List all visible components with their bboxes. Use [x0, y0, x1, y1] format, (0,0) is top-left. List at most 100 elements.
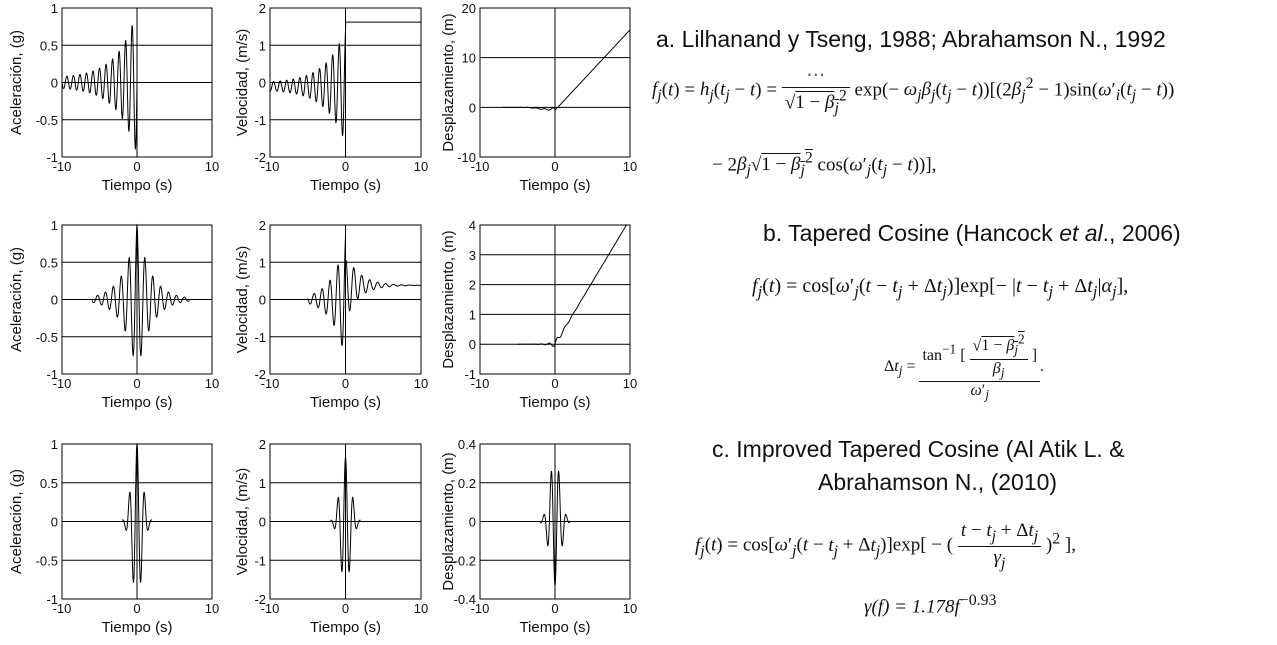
c-vel-xtick-label: 0 [342, 601, 349, 616]
c-disp-series-line [539, 470, 571, 587]
b-vel-ytick-label: 0 [259, 293, 266, 308]
c-acc-ytick-label: 0 [51, 515, 58, 530]
b-vel-xtick-label: -10 [261, 376, 280, 391]
c-disp-xlabel: Tiempo (s) [519, 619, 590, 636]
c-vel-series-line [330, 456, 361, 573]
c-acc-ytick-label: -1 [46, 592, 58, 607]
c-vel-ytick-label: 0 [259, 515, 266, 530]
a-acc-xtick-label: -10 [53, 159, 72, 174]
a-vel-frame [269, 7, 422, 158]
heading-b-suffix: ., 2006) [1102, 220, 1181, 246]
a-disp-xlabel: Tiempo (s) [519, 177, 590, 194]
a-vel-xtick-label: 10 [414, 159, 428, 174]
heading-b-italic: et al [1059, 220, 1103, 246]
a-disp-ytick-label: 10 [462, 51, 476, 66]
b-vel-ylabel: Velocidad, (m/s) [234, 246, 251, 354]
equation-b-main: fj(t) = cos[ω′j(t − tj + Δtj)]exp[− |t −… [752, 275, 1129, 301]
b-vel-xtick-label: 0 [342, 376, 349, 391]
a-disp-ylabel: Desplazamiento, (m) [440, 13, 457, 151]
c-vel-ylabel: Velocidad, (m/s) [234, 468, 251, 576]
c-acc-xtick-label: 0 [133, 601, 140, 616]
b-vel-series-line [307, 239, 421, 347]
b-disp-ytick-label: 4 [469, 218, 476, 233]
a-acc-ytick-label: 1 [51, 1, 58, 16]
a-acc-xlabel: Tiempo (s) [101, 177, 172, 194]
gamma-text: γ(f) = 1.178f [864, 596, 960, 618]
a-acc-series-line [61, 24, 138, 151]
b-acc-series-line [91, 223, 190, 357]
c-acc-ylabel: Aceleración, (g) [8, 469, 25, 574]
c-vel-ytick-label: 1 [259, 476, 266, 491]
b-disp-ytick-label: 0 [469, 337, 476, 352]
heading-b: b. Tapered Cosine (Hancock et al., 2006) [763, 220, 1181, 247]
b-acc-ytick-label: -0.5 [36, 330, 58, 345]
b-acc-xtick-label: -10 [53, 376, 72, 391]
a-disp-ytick-label: 0 [469, 100, 476, 115]
b-disp-series-line [517, 224, 630, 347]
a-vel-ytick-label: 2 [259, 1, 266, 16]
c-acc-xlabel: Tiempo (s) [101, 619, 172, 636]
b-acc-xlabel: Tiempo (s) [101, 394, 172, 411]
a-vel-ytick-label: 1 [259, 38, 266, 53]
c-vel-frame [269, 443, 422, 600]
equation-c-main: fj(t) = cos[ω′j(t − tj + Δtj)]exp[ − ( t… [695, 520, 1076, 572]
equation-b-delta: Δtj = tan−1 [ √1 − βj2 βj ] ω′j. [884, 332, 1045, 402]
c-vel-xlabel: Tiempo (s) [310, 619, 381, 636]
b-vel-xtick-label: 10 [414, 376, 428, 391]
c-acc-ytick-label: 1 [51, 437, 58, 452]
heading-c-line1: c. Improved Tapered Cosine (Al Atik L. & [712, 436, 1125, 462]
a-acc-ytick-label: -1 [46, 150, 58, 165]
a-vel-ylabel: Velocidad, (m/s) [234, 29, 251, 137]
c-disp-ytick-label: 0 [469, 515, 476, 530]
a-vel-series-line [269, 21, 421, 137]
b-acc-xtick-label: 0 [133, 376, 140, 391]
b-vel-ytick-label: 1 [259, 255, 266, 270]
a-vel-ytick-label: 0 [259, 76, 266, 91]
a-disp-ytick-label: -10 [457, 150, 476, 165]
b-acc-ytick-label: 0 [51, 293, 58, 308]
a-vel-xtick-label: 0 [342, 159, 349, 174]
heading-b-prefix: b. Tapered Cosine (Hancock [763, 220, 1060, 246]
b-disp-ylabel: Desplazamiento, (m) [440, 230, 457, 368]
a-acc-ylabel: Aceleración, (g) [8, 30, 25, 135]
heading-a: a. Lilhanand y Tseng, 1988; Abrahamson N… [656, 26, 1166, 52]
a-acc-ytick-label: -0.5 [36, 113, 58, 128]
a-disp-xtick-label: 10 [623, 159, 637, 174]
heading-c-line2: Abrahamson N., (2010) [818, 469, 1058, 495]
a-vel-ytick-label: -1 [254, 113, 266, 128]
a-acc-ytick-label: 0.5 [40, 38, 58, 53]
a-vel-xtick-label: -10 [261, 159, 280, 174]
b-vel-ytick-label: -2 [254, 367, 266, 382]
a-acc-ytick-label: 0 [51, 76, 58, 91]
c-acc-ytick-label: -0.5 [36, 553, 58, 568]
c-disp-ylabel: Desplazamiento, (m) [440, 452, 457, 590]
a-disp-xtick-label: 0 [551, 159, 558, 174]
a-vel-ytick-label: -2 [254, 150, 266, 165]
b-disp-ytick-label: -1 [464, 367, 476, 382]
b-disp-ytick-label: 3 [469, 248, 476, 263]
c-vel-ytick-label: -2 [254, 592, 266, 607]
b-acc-ytick-label: 1 [51, 218, 58, 233]
b-acc-ytick-label: 0.5 [40, 255, 58, 270]
b-disp-ytick-label: 1 [469, 307, 476, 322]
c-disp-ytick-label: 0.4 [458, 437, 476, 452]
c-acc-xtick-label: -10 [53, 601, 72, 616]
c-acc-xtick-label: 10 [205, 601, 219, 616]
b-disp-xtick-label: 0 [551, 376, 558, 391]
equation-c-gamma: γ(f) = 1.178f−0.93 [864, 592, 997, 618]
a-vel-xlabel: Tiempo (s) [310, 177, 381, 194]
c-disp-frame [479, 443, 631, 600]
b-disp-xtick-label: 10 [623, 376, 637, 391]
equation-a-line1: fj(t) = hj(tj − t) = ⋯ √1 − βj2 exp(− ωjβ… [652, 65, 1175, 118]
equation-a-line2: − 2βj√1 − βj2 cos(ω′j(tj − t))], [712, 150, 937, 180]
b-vel-frame [269, 224, 422, 375]
c-disp-ytick-label: -0.2 [454, 553, 476, 568]
b-acc-ylabel: Aceleración, (g) [8, 247, 25, 352]
b-vel-xlabel: Tiempo (s) [310, 394, 381, 411]
c-vel-ytick-label: 2 [259, 437, 266, 452]
a-disp-series-line [502, 29, 631, 112]
a-disp-ytick-label: 20 [462, 1, 476, 16]
c-disp-xtick-label: -10 [471, 601, 490, 616]
c-acc-ytick-label: 0.5 [40, 476, 58, 491]
